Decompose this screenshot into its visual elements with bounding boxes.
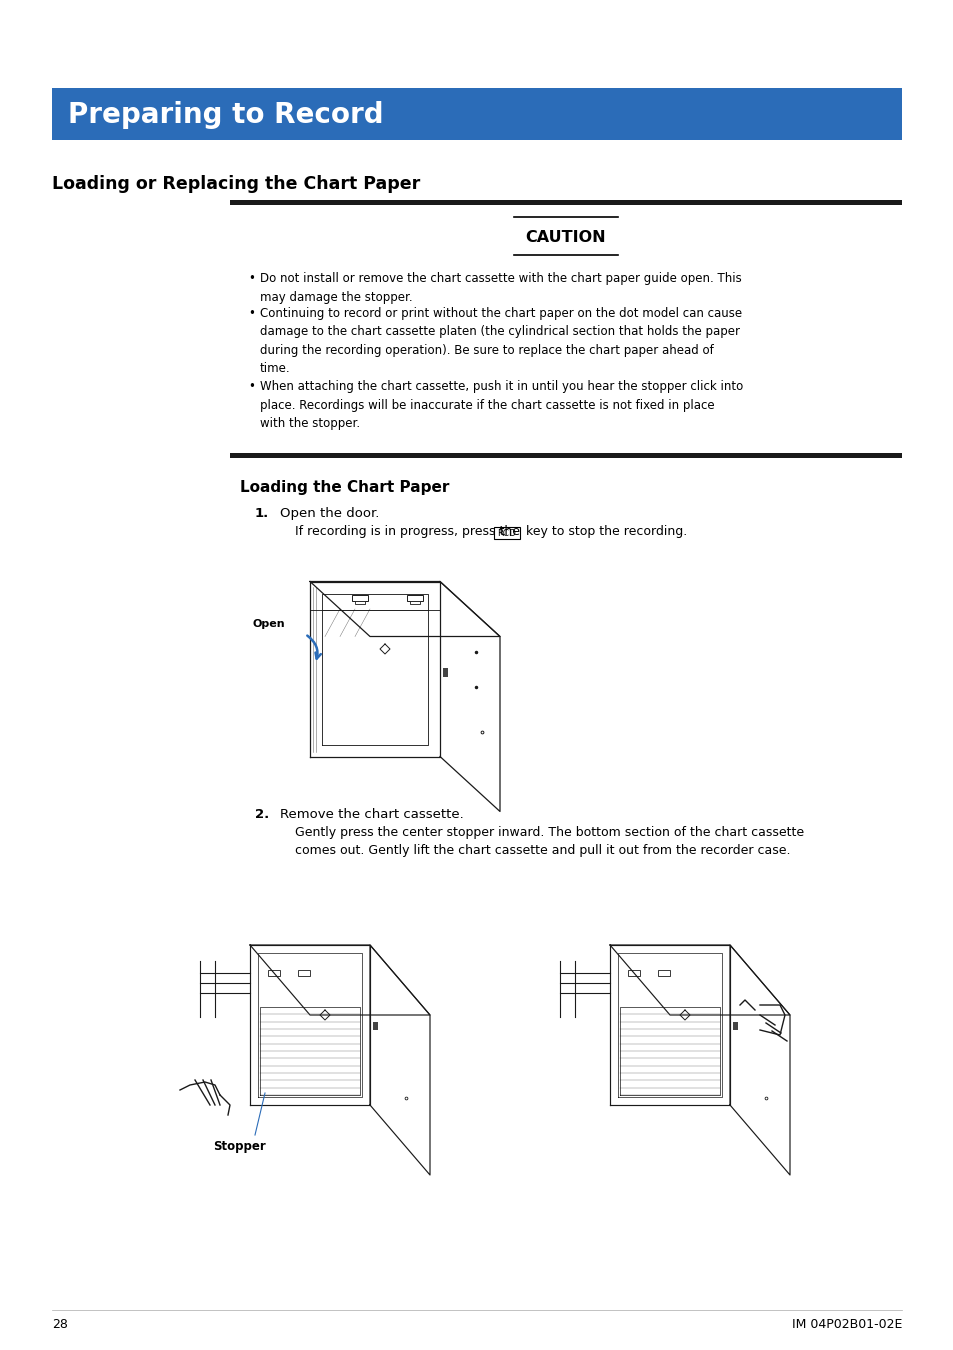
Bar xyxy=(494,526,519,539)
Text: CAUTION: CAUTION xyxy=(525,230,606,244)
Bar xyxy=(297,971,310,976)
Text: If recording is in progress, press the: If recording is in progress, press the xyxy=(294,525,523,539)
Bar xyxy=(355,601,365,603)
Text: 28: 28 xyxy=(52,1318,68,1331)
Bar xyxy=(410,601,420,603)
Text: Preparing to Record: Preparing to Record xyxy=(68,101,383,130)
Bar xyxy=(230,454,901,458)
Text: Stopper: Stopper xyxy=(213,1139,266,1153)
Text: 1.: 1. xyxy=(254,508,269,520)
Text: •: • xyxy=(248,271,254,285)
Text: When attaching the chart cassette, push it in until you hear the stopper click i: When attaching the chart cassette, push … xyxy=(260,379,742,431)
Bar xyxy=(268,971,280,976)
Bar xyxy=(230,200,901,205)
Bar xyxy=(732,1022,738,1030)
Text: Gently press the center stopper inward. The bottom section of the chart cassette: Gently press the center stopper inward. … xyxy=(294,826,803,857)
Bar xyxy=(658,971,669,976)
Text: Loading the Chart Paper: Loading the Chart Paper xyxy=(240,481,449,495)
Text: Do not install or remove the chart cassette with the chart paper guide open. Thi: Do not install or remove the chart casse… xyxy=(260,271,741,304)
Bar xyxy=(627,971,639,976)
Bar xyxy=(352,595,368,601)
Text: Open the door.: Open the door. xyxy=(280,508,379,520)
Text: key to stop the recording.: key to stop the recording. xyxy=(521,525,686,539)
Text: •: • xyxy=(248,306,254,320)
Bar xyxy=(52,88,901,140)
Text: Continuing to record or print without the chart paper on the dot model can cause: Continuing to record or print without th… xyxy=(260,306,741,375)
Bar xyxy=(373,1022,377,1030)
Text: IM 04P02B01-02E: IM 04P02B01-02E xyxy=(791,1318,901,1331)
Bar xyxy=(407,595,423,601)
Text: RCD: RCD xyxy=(497,528,516,537)
Bar xyxy=(442,668,448,676)
Text: 2.: 2. xyxy=(254,809,269,821)
Text: Loading or Replacing the Chart Paper: Loading or Replacing the Chart Paper xyxy=(52,176,420,193)
Text: Open: Open xyxy=(253,620,285,629)
Text: •: • xyxy=(248,379,254,393)
Text: Remove the chart cassette.: Remove the chart cassette. xyxy=(280,809,463,821)
